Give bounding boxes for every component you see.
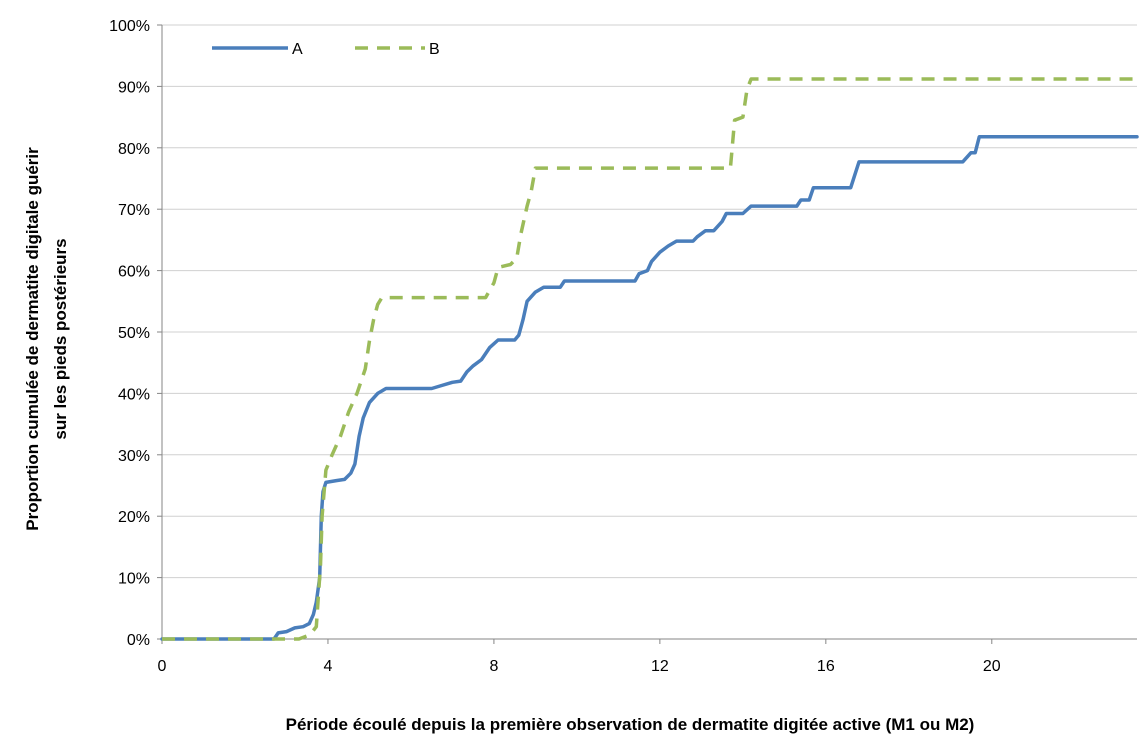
x-tick-label-5: 20: [983, 658, 1001, 675]
legend-label-A: A: [292, 41, 303, 58]
series-lines: [160, 77, 1139, 641]
legend-label-B: B: [429, 41, 440, 58]
y-tick-label-3: 30%: [118, 448, 150, 465]
x-tick-label-2: 8: [489, 658, 498, 675]
y-tick-labels: 0% 10% 20% 30% 40% 50% 60% 70% 80% 90% 100%: [109, 18, 150, 649]
y-axis-title-line1: Proportion cumulée de dermatite digitale…: [23, 147, 42, 531]
x-tick-label-1: 4: [324, 658, 333, 675]
y-tick-label-9: 90%: [118, 79, 150, 96]
y-tick-label-7: 70%: [118, 202, 150, 219]
axes: [157, 24, 1137, 644]
gridlines: [162, 24, 1137, 579]
y-axis-title: Proportion cumulée de dermatite digitale…: [23, 147, 70, 531]
y-axis-title-line2: sur les pieds postérieurs: [51, 238, 70, 439]
y-tick-label-5: 50%: [118, 325, 150, 342]
x-tick-label-4: 16: [817, 658, 835, 675]
y-tick-label-6: 60%: [118, 264, 150, 281]
series-line-B: [162, 77, 1137, 641]
y-tick-label-10: 100%: [109, 18, 150, 35]
x-axis-title: Période écoulé depuis la première observ…: [286, 715, 975, 734]
y-tick-label-0: 0%: [127, 632, 150, 649]
y-tick-label-2: 20%: [118, 509, 150, 526]
x-tick-label-3: 12: [651, 658, 669, 675]
y-tick-label-8: 80%: [118, 141, 150, 158]
y-tick-label-1: 10%: [118, 571, 150, 588]
y-tick-label-4: 40%: [118, 386, 150, 403]
series-line-A: [160, 134, 1139, 641]
x-tick-label-0: 0: [158, 658, 167, 675]
x-tick-labels: 0 4 8 12 16 20: [158, 658, 1001, 675]
